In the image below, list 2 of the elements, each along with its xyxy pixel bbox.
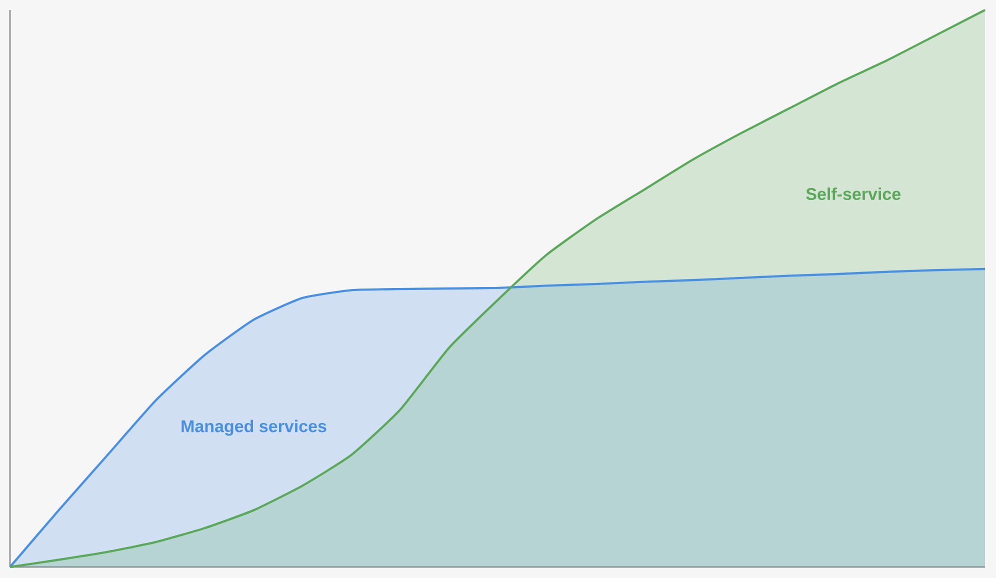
series-label: Managed services	[182, 420, 326, 436]
series-label: Self-service	[806, 188, 901, 200]
